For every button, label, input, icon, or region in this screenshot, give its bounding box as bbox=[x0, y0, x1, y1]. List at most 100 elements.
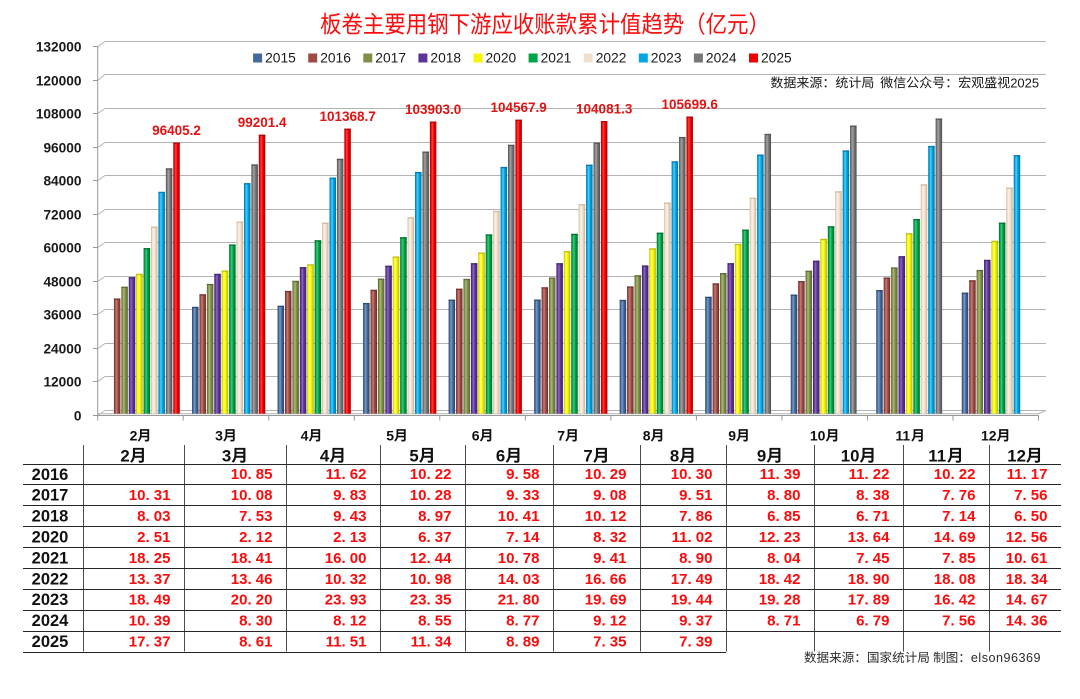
svg-text:7. 45: 7. 45 bbox=[856, 550, 889, 567]
svg-text:12: 12 bbox=[981, 427, 997, 443]
svg-text:104567.9: 104567.9 bbox=[490, 100, 546, 115]
svg-text:14. 69: 14. 69 bbox=[934, 529, 976, 546]
svg-text:6. 71: 6. 71 bbox=[856, 508, 889, 525]
svg-text:9. 33: 9. 33 bbox=[506, 487, 539, 504]
svg-text:9. 51: 9. 51 bbox=[679, 487, 712, 504]
svg-text:2016: 2016 bbox=[32, 466, 69, 484]
svg-text:2024: 2024 bbox=[706, 51, 737, 66]
svg-text:11. 17: 11. 17 bbox=[1007, 466, 1048, 483]
svg-text:8. 03: 8. 03 bbox=[137, 508, 170, 525]
svg-text:11: 11 bbox=[928, 446, 946, 465]
svg-text:12: 12 bbox=[1007, 446, 1026, 465]
svg-text:5: 5 bbox=[386, 427, 394, 443]
svg-text:10. 31: 10. 31 bbox=[129, 487, 171, 504]
svg-text:11: 11 bbox=[895, 427, 910, 443]
svg-text:7. 85: 7. 85 bbox=[942, 550, 975, 567]
svg-text:2021: 2021 bbox=[541, 51, 572, 66]
svg-text:96000: 96000 bbox=[43, 140, 81, 155]
svg-text:9. 37: 9. 37 bbox=[679, 613, 712, 630]
svg-text:7. 35: 7. 35 bbox=[593, 634, 626, 651]
svg-text:2022: 2022 bbox=[32, 570, 69, 588]
svg-text:6. 85: 6. 85 bbox=[767, 508, 800, 525]
svg-text:9. 83: 9. 83 bbox=[333, 487, 366, 504]
svg-text:99201.4: 99201.4 bbox=[238, 115, 287, 130]
svg-text:7. 14: 7. 14 bbox=[506, 529, 540, 546]
svg-text:8. 32: 8. 32 bbox=[593, 529, 626, 546]
svg-text:elson96369: elson96369 bbox=[971, 651, 1041, 665]
svg-text:2024: 2024 bbox=[32, 612, 70, 630]
svg-text:8. 04: 8. 04 bbox=[767, 550, 801, 567]
svg-text:14. 36: 14. 36 bbox=[1006, 613, 1048, 630]
svg-text:7. 39: 7. 39 bbox=[679, 634, 712, 651]
svg-text:13. 46: 13. 46 bbox=[231, 571, 273, 588]
svg-text:8. 55: 8. 55 bbox=[418, 613, 451, 630]
svg-text:11. 02: 11. 02 bbox=[672, 529, 713, 546]
svg-text:2018: 2018 bbox=[430, 51, 461, 66]
svg-text:8. 97: 8. 97 bbox=[418, 508, 451, 525]
svg-text:2017: 2017 bbox=[32, 487, 69, 505]
svg-text:2015: 2015 bbox=[265, 51, 296, 66]
svg-text:8. 61: 8. 61 bbox=[239, 634, 272, 651]
svg-text:4: 4 bbox=[301, 427, 309, 443]
svg-text:2020: 2020 bbox=[486, 51, 517, 66]
svg-text:18. 25: 18. 25 bbox=[129, 550, 171, 567]
svg-text:48000: 48000 bbox=[43, 274, 81, 289]
svg-text:0: 0 bbox=[74, 408, 82, 423]
svg-text:7: 7 bbox=[557, 427, 565, 443]
svg-text:2018: 2018 bbox=[32, 508, 69, 526]
svg-text:18. 90: 18. 90 bbox=[848, 571, 890, 588]
svg-text:19. 44: 19. 44 bbox=[671, 592, 713, 609]
svg-text:108000: 108000 bbox=[36, 106, 82, 121]
svg-text:6. 50: 6. 50 bbox=[1014, 508, 1047, 525]
svg-text:7: 7 bbox=[583, 446, 592, 465]
svg-text:14. 03: 14. 03 bbox=[498, 571, 540, 588]
svg-text:2. 13: 2. 13 bbox=[333, 529, 366, 546]
svg-text:3: 3 bbox=[215, 427, 223, 443]
svg-text:8. 12: 8. 12 bbox=[333, 613, 366, 630]
svg-text:20. 20: 20. 20 bbox=[231, 592, 273, 609]
svg-text:17. 49: 17. 49 bbox=[671, 571, 713, 588]
svg-text:12. 44: 12. 44 bbox=[410, 550, 452, 567]
svg-text:96405.2: 96405.2 bbox=[152, 123, 201, 138]
svg-text:2025: 2025 bbox=[32, 633, 69, 651]
svg-text:24000: 24000 bbox=[43, 341, 81, 356]
svg-text:10. 78: 10. 78 bbox=[498, 550, 540, 567]
svg-text:11. 39: 11. 39 bbox=[760, 466, 801, 483]
svg-text:8. 30: 8. 30 bbox=[239, 613, 272, 630]
svg-text:8. 90: 8. 90 bbox=[679, 550, 712, 567]
svg-text:2: 2 bbox=[130, 427, 138, 443]
svg-text:10. 28: 10. 28 bbox=[410, 487, 452, 504]
svg-text:7. 56: 7. 56 bbox=[1014, 487, 1047, 504]
svg-text:7. 76: 7. 76 bbox=[942, 487, 975, 504]
svg-text:10: 10 bbox=[810, 427, 826, 443]
svg-text:2023: 2023 bbox=[32, 591, 69, 609]
svg-text:19. 69: 19. 69 bbox=[585, 592, 627, 609]
svg-text:8. 38: 8. 38 bbox=[856, 487, 889, 504]
svg-text:10. 98: 10. 98 bbox=[410, 571, 452, 588]
svg-text:9. 12: 9. 12 bbox=[593, 613, 626, 630]
svg-text:8. 77: 8. 77 bbox=[506, 613, 539, 630]
svg-text:132000: 132000 bbox=[36, 39, 82, 54]
svg-text:10. 12: 10. 12 bbox=[585, 508, 627, 525]
svg-text:6: 6 bbox=[496, 446, 505, 465]
svg-text:6: 6 bbox=[472, 427, 480, 443]
svg-text:18. 49: 18. 49 bbox=[129, 592, 171, 609]
svg-text:4: 4 bbox=[320, 446, 330, 465]
svg-text:101368.7: 101368.7 bbox=[319, 109, 375, 124]
svg-text:16. 00: 16. 00 bbox=[325, 550, 367, 567]
svg-text:2020: 2020 bbox=[32, 529, 69, 547]
svg-text:11. 51: 11. 51 bbox=[326, 634, 367, 651]
svg-text:16. 66: 16. 66 bbox=[585, 571, 627, 588]
svg-text:16. 42: 16. 42 bbox=[934, 592, 976, 609]
svg-text:2016: 2016 bbox=[320, 51, 351, 66]
svg-text:7. 56: 7. 56 bbox=[942, 613, 975, 630]
svg-text:2025: 2025 bbox=[761, 51, 792, 66]
svg-text:10. 41: 10. 41 bbox=[498, 508, 540, 525]
svg-text:10. 08: 10. 08 bbox=[231, 487, 273, 504]
svg-text:104081.3: 104081.3 bbox=[576, 102, 633, 117]
svg-text:2021: 2021 bbox=[32, 550, 69, 568]
svg-text:2. 51: 2. 51 bbox=[137, 529, 170, 546]
svg-text:9. 58: 9. 58 bbox=[506, 466, 539, 483]
svg-text:18. 34: 18. 34 bbox=[1006, 571, 1048, 588]
svg-text:10. 22: 10. 22 bbox=[934, 466, 976, 483]
